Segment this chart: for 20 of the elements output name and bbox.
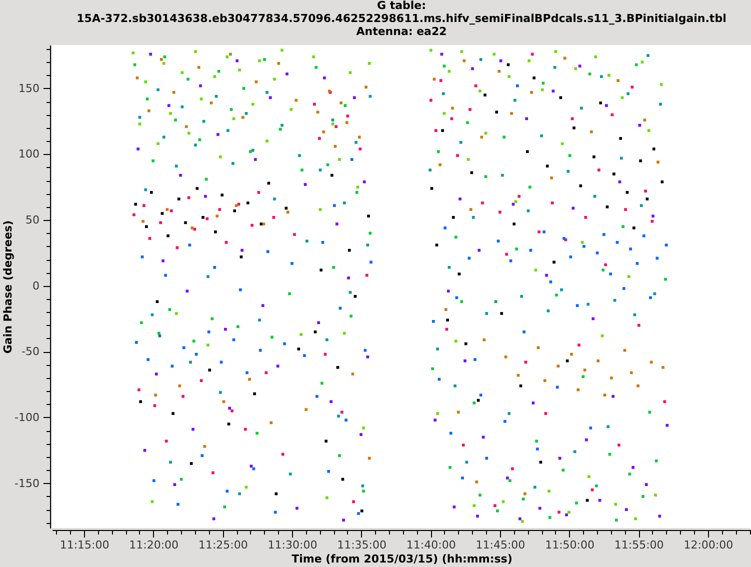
y-tick-label: 50 (26, 214, 40, 227)
x-tick-label: 11:45:00 (476, 538, 526, 552)
x-tick-label: 11:20:00 (129, 538, 179, 552)
y-tick-label: -50 (22, 345, 40, 358)
x-tick-label: 11:25:00 (198, 538, 248, 552)
x-tick-label: 11:40:00 (406, 538, 456, 552)
x-tick-label: 11:35:00 (337, 538, 387, 552)
x-tick-label: 11:15:00 (60, 538, 110, 552)
x-tick-label: 11:50:00 (545, 538, 594, 552)
x-axis-title: Time (from 2015/03/15) (hh:mm:ss) (292, 552, 512, 566)
x-tick-label: 12:00:00 (684, 538, 734, 552)
y-tick-label: 0 (32, 279, 40, 292)
x-tick-label: 11:30:00 (268, 538, 318, 552)
y-tick-label: 150 (18, 82, 40, 95)
x-tick-label: 11:55:00 (614, 538, 664, 552)
chart-title: G table: 15A-372.sb30143638.eb30477834.57096.46252298611.ms.hifv_semiFinalBPdcals.s11_3.BPinitialgain.tbl Antenna: ea22 (76, 0, 726, 38)
y-axis-title: Gain Phase (degrees) (2, 220, 15, 354)
y-tick-label: -150 (14, 476, 40, 490)
y-tick-label: -100 (14, 410, 40, 424)
y-tick-label: 100 (18, 148, 40, 161)
